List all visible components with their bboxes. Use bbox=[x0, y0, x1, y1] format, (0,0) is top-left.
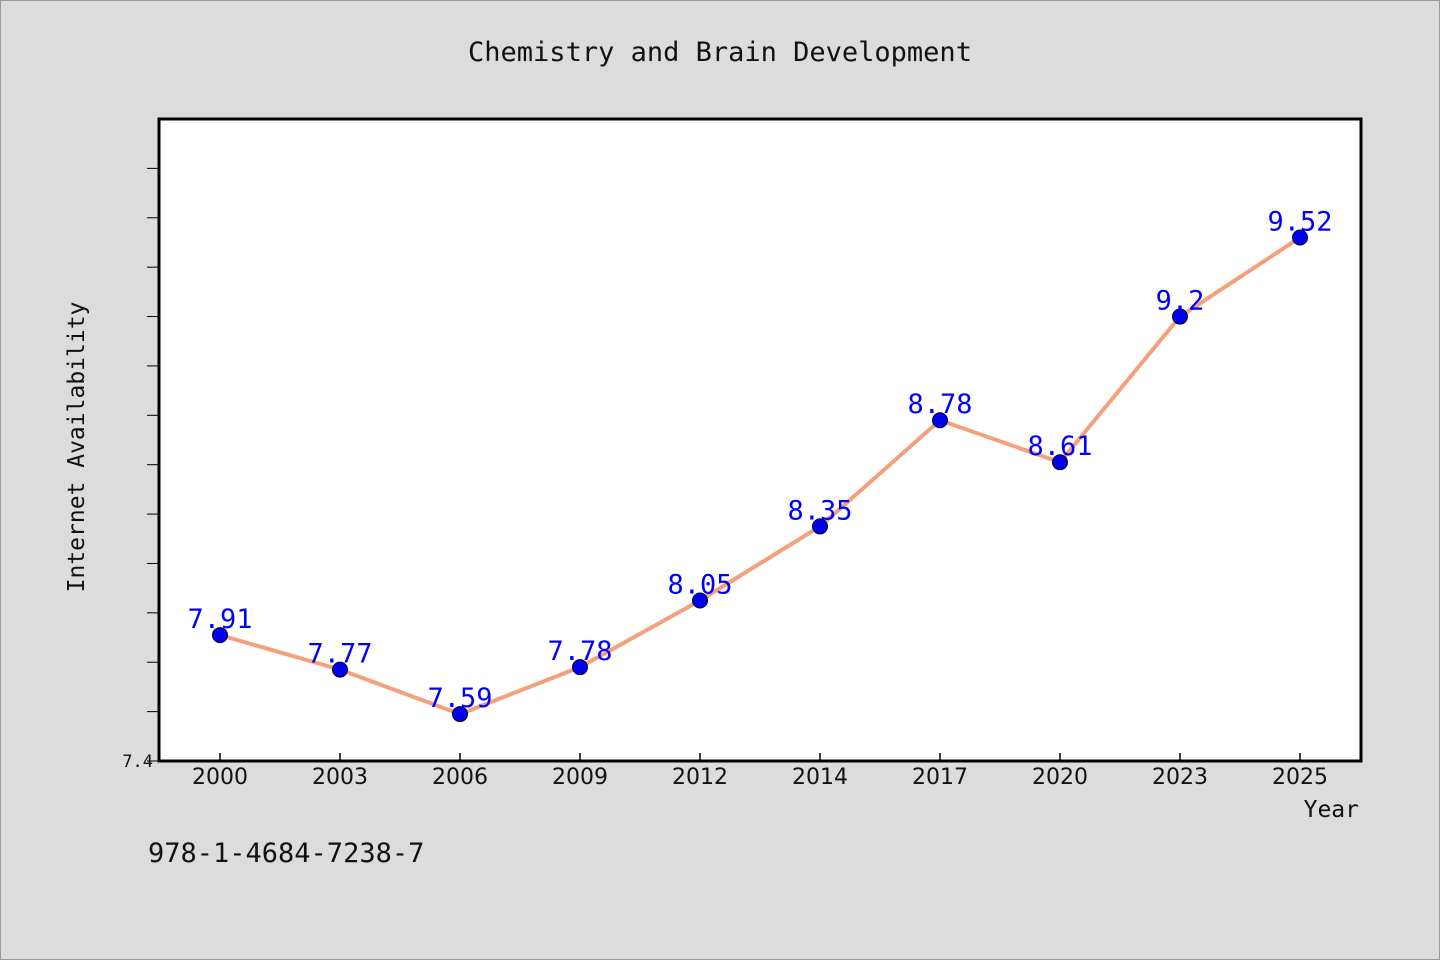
x-tick-label: 2003 bbox=[312, 765, 368, 790]
data-label: 8.61 bbox=[1027, 431, 1092, 462]
data-label: 9.2 bbox=[1156, 286, 1205, 317]
y-axis-label: Internet Availability bbox=[64, 302, 90, 593]
data-point bbox=[932, 412, 948, 429]
data-label: 8.35 bbox=[787, 495, 852, 526]
x-tick-label: 2020 bbox=[1032, 765, 1088, 790]
data-label: 7.59 bbox=[427, 683, 492, 714]
data-point bbox=[212, 627, 228, 644]
data-point bbox=[1172, 308, 1188, 325]
x-axis-label: Year bbox=[1304, 797, 1359, 823]
data-label: 8.05 bbox=[667, 570, 732, 601]
x-tick-label: 2017 bbox=[912, 765, 968, 790]
data-point bbox=[1052, 454, 1068, 471]
data-label: 7.91 bbox=[187, 604, 252, 635]
x-tick-label: 2012 bbox=[672, 765, 728, 790]
series-line bbox=[218, 235, 1302, 717]
x-tick-label: 2025 bbox=[1272, 765, 1328, 790]
x-axis-ticks: 2000 2003 2006 2009 2012 2014 2017 2020 2023 2025 bbox=[192, 753, 1328, 790]
data-label: 8.78 bbox=[907, 389, 972, 420]
x-tick-label: 2006 bbox=[432, 765, 488, 790]
data-point bbox=[692, 592, 708, 609]
data-point bbox=[332, 661, 348, 678]
y-tick-label: 7.4 bbox=[122, 752, 153, 772]
x-tick-label: 2000 bbox=[192, 765, 248, 790]
data-series: 7.91 7.77 7.59 7.78 8.05 8.35 8.78 8.61 9.2 9.52 bbox=[187, 207, 1333, 723]
data-point bbox=[1292, 229, 1308, 246]
data-label: 7.77 bbox=[307, 639, 372, 670]
chart-title: Chemistry and Brain Development bbox=[468, 37, 972, 68]
data-point bbox=[452, 706, 468, 723]
data-label: 7.78 bbox=[547, 636, 612, 667]
data-label: 9.52 bbox=[1267, 207, 1332, 238]
x-tick-label: 2014 bbox=[792, 765, 848, 790]
data-point bbox=[812, 518, 828, 535]
isbn-text: 978-1-4684-7238-7 bbox=[148, 838, 424, 869]
y-axis-ticks bbox=[147, 167, 159, 762]
data-point bbox=[572, 659, 588, 676]
plot-area bbox=[157, 117, 1363, 763]
x-tick-label: 2023 bbox=[1152, 765, 1208, 790]
x-tick-label: 2009 bbox=[552, 765, 608, 790]
